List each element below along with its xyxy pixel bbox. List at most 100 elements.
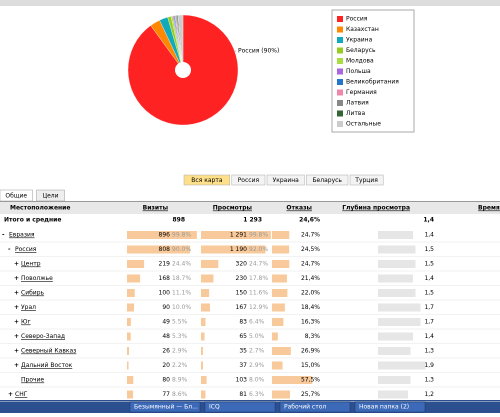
visits-share: 18.7% bbox=[172, 275, 191, 282]
visits-bar bbox=[127, 289, 135, 297]
column-header[interactable]: Визиты bbox=[143, 205, 168, 212]
views-value: 1 190 bbox=[230, 246, 247, 253]
bounce-value: 18,4% bbox=[301, 304, 320, 311]
views-value: 83 bbox=[239, 319, 247, 326]
tab-line bbox=[0, 201, 500, 202]
bounce-bar bbox=[272, 260, 290, 268]
taskbar-label[interactable]: Новая папка (2) bbox=[359, 404, 409, 411]
region-button[interactable] bbox=[306, 174, 349, 186]
bounce-value: 24,7% bbox=[301, 232, 320, 239]
expand-toggle[interactable]: - bbox=[2, 232, 5, 239]
region-button-label[interactable]: Россия bbox=[238, 177, 260, 184]
region-link[interactable]: Северо-Запад bbox=[21, 333, 65, 340]
visits-share: 90.0% bbox=[172, 246, 191, 253]
region-link[interactable]: Россия bbox=[15, 246, 37, 253]
legend-swatch bbox=[337, 37, 343, 43]
depth-value: 1,4 bbox=[424, 333, 434, 340]
views-share: 6.3% bbox=[249, 391, 265, 398]
region-link[interactable]: СНГ bbox=[15, 391, 28, 398]
visits-value: 808 bbox=[159, 246, 171, 253]
region-button[interactable] bbox=[231, 174, 266, 186]
expand-toggle[interactable]: + bbox=[14, 304, 19, 311]
depth-value: 1,3 bbox=[424, 377, 434, 384]
expand-toggle[interactable]: - bbox=[8, 246, 11, 253]
depth-bar bbox=[378, 231, 413, 239]
bounce-value: 24,7% bbox=[301, 261, 320, 268]
views-value: 1 291 bbox=[230, 232, 247, 239]
column-header[interactable]: Отказы bbox=[286, 205, 312, 212]
visits-bar bbox=[127, 347, 130, 355]
visits-bar bbox=[127, 390, 134, 399]
expand-toggle[interactable]: + bbox=[14, 333, 19, 340]
legend-swatch bbox=[337, 58, 343, 64]
views-bar bbox=[201, 303, 211, 312]
views-share: 6.4% bbox=[249, 319, 265, 326]
depth-bar bbox=[378, 303, 421, 312]
column-header[interactable]: Просмотры bbox=[213, 205, 252, 212]
region-button[interactable] bbox=[183, 174, 231, 186]
taskbar-item[interactable] bbox=[279, 401, 351, 413]
region-link[interactable]: Урал bbox=[21, 304, 36, 311]
expand-toggle[interactable]: + bbox=[14, 290, 19, 297]
expand-toggle[interactable]: + bbox=[14, 261, 19, 268]
browser-bar bbox=[0, 0, 500, 6]
tab[interactable] bbox=[0, 189, 33, 202]
total-views: 1 293 bbox=[243, 217, 262, 224]
taskbar-label[interactable]: ICQ bbox=[209, 404, 220, 411]
legend-swatch bbox=[337, 121, 343, 127]
expand-toggle[interactable]: + bbox=[14, 362, 19, 369]
tab[interactable] bbox=[36, 189, 65, 202]
bounce-value: 24,5% bbox=[301, 246, 320, 253]
region-button-label[interactable]: Вся карта bbox=[191, 177, 223, 184]
views-value: 103 bbox=[236, 377, 248, 384]
visits-bar bbox=[127, 245, 190, 254]
expand-toggle[interactable]: + bbox=[14, 348, 19, 355]
visits-value: 90 bbox=[162, 304, 170, 311]
region-button-label[interactable]: Беларусь bbox=[312, 177, 342, 184]
region-link[interactable]: Евразия bbox=[9, 232, 35, 239]
legend-label: Молдова bbox=[346, 58, 374, 65]
legend-swatch bbox=[337, 68, 343, 75]
bounce-value: 26,9% bbox=[301, 348, 320, 355]
region-link[interactable]: Дальний Восток bbox=[21, 362, 73, 369]
region-link[interactable]: Северный Кавказ bbox=[21, 348, 76, 355]
taskbar-item[interactable] bbox=[204, 401, 276, 413]
views-bar bbox=[201, 347, 203, 355]
region-link[interactable]: Центр bbox=[21, 261, 41, 268]
depth-value: 1,5 bbox=[424, 261, 434, 268]
column-header[interactable]: Время н bbox=[478, 205, 500, 212]
taskbar-label[interactable]: Рабочий стол bbox=[284, 404, 326, 411]
region-link[interactable]: Поволжье bbox=[21, 275, 53, 282]
region-link[interactable]: Прочие bbox=[21, 377, 44, 384]
expand-toggle[interactable]: + bbox=[14, 319, 19, 326]
tab-label[interactable]: Цели bbox=[42, 193, 58, 200]
views-bar bbox=[201, 245, 266, 254]
column-header[interactable]: Глубина просмотра bbox=[342, 205, 410, 212]
views-value: 167 bbox=[236, 304, 248, 311]
taskbar-label[interactable]: Безымянный — Бл... bbox=[134, 404, 198, 411]
legend-label: Латвия bbox=[346, 100, 369, 107]
visits-bar bbox=[127, 318, 131, 326]
taskbar-item[interactable] bbox=[354, 401, 426, 413]
expand-toggle[interactable]: + bbox=[8, 391, 13, 398]
views-share: 5.0% bbox=[249, 333, 265, 340]
region-button[interactable] bbox=[349, 174, 384, 186]
taskbar-item[interactable] bbox=[129, 401, 201, 413]
region-link[interactable]: Сибирь bbox=[21, 290, 44, 297]
visits-share: 5.5% bbox=[172, 319, 188, 326]
region-button[interactable] bbox=[266, 174, 305, 186]
depth-bar bbox=[378, 390, 408, 399]
bounce-value: 21,4% bbox=[301, 275, 320, 282]
region-button-label[interactable]: Турция bbox=[354, 177, 378, 184]
legend-label: Беларусь bbox=[346, 47, 376, 54]
views-bar bbox=[201, 231, 271, 239]
legend-label: Украина bbox=[346, 37, 373, 44]
visits-bar bbox=[127, 376, 134, 384]
region-link[interactable]: Юг bbox=[21, 319, 31, 326]
visits-share: 99.8% bbox=[172, 232, 191, 239]
views-value: 81 bbox=[239, 391, 247, 398]
region-button-label[interactable]: Украина bbox=[273, 177, 300, 184]
expand-toggle[interactable]: + bbox=[14, 275, 19, 282]
pie-hole bbox=[175, 62, 191, 78]
tab-label[interactable]: Общие bbox=[5, 193, 27, 200]
